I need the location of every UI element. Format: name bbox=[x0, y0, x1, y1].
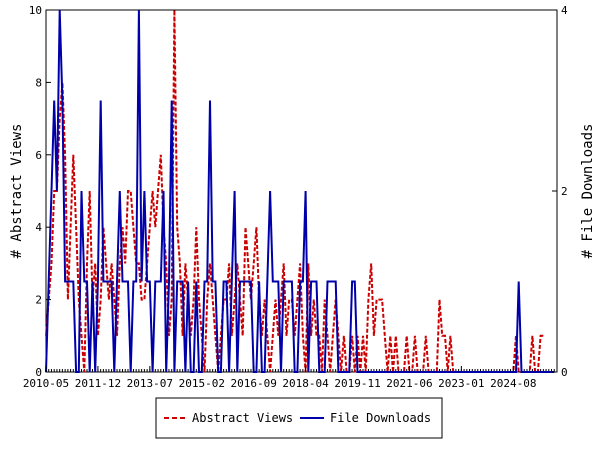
y-left-tick-label: 10 bbox=[29, 4, 42, 17]
y-left-axis-title: # Abstract Views bbox=[9, 124, 25, 259]
x-tick-label: 2016-09 bbox=[230, 377, 276, 390]
series-line-abstract-views bbox=[45, 9, 544, 373]
x-tick-label: 2010-05 bbox=[23, 377, 69, 390]
series-layer bbox=[45, 9, 555, 373]
x-tick-label: 2021-06 bbox=[386, 377, 432, 390]
x-tick-label: 2019-11 bbox=[334, 377, 380, 390]
x-ticks: 2010-05 2011-12 2013-07 2015-02 2016-09 2018-… bbox=[23, 366, 536, 390]
x-tick-label: 2013-07 bbox=[127, 377, 173, 390]
legend-label-abstract-views: Abstract Views bbox=[192, 411, 293, 425]
y-left-tick-label: 4 bbox=[35, 221, 42, 234]
y-right-axis-title: # File Downloads bbox=[580, 124, 596, 259]
x-tick-label: 2023-01 bbox=[438, 377, 484, 390]
y-left-ticks: 0 2 4 6 8 10 bbox=[29, 4, 51, 379]
legend-label-file-downloads: File Downloads bbox=[330, 411, 431, 425]
y-left-tick-label: 2 bbox=[35, 294, 42, 307]
x-tick-label: 2018-04 bbox=[282, 377, 329, 390]
series-line-file-downloads bbox=[45, 9, 555, 373]
y-left-tick-label: 8 bbox=[35, 76, 42, 89]
y-left-tick-label: 0 bbox=[35, 366, 42, 379]
legend: Abstract Views File Downloads bbox=[155, 397, 443, 439]
x-tick-label: 2024-08 bbox=[490, 377, 536, 390]
y-right-tick-label: 4 bbox=[561, 4, 568, 17]
x-tick-label: 2011-12 bbox=[75, 377, 121, 390]
x-tick-label: 2015-02 bbox=[179, 377, 225, 390]
y-left-tick-label: 6 bbox=[35, 149, 42, 162]
y-right-tick-label: 2 bbox=[561, 185, 568, 198]
y-right-tick-label: 0 bbox=[561, 366, 568, 379]
plot-area bbox=[45, 9, 558, 373]
y-right-ticks: 0 2 4 bbox=[552, 4, 568, 379]
legend-box bbox=[155, 397, 443, 439]
